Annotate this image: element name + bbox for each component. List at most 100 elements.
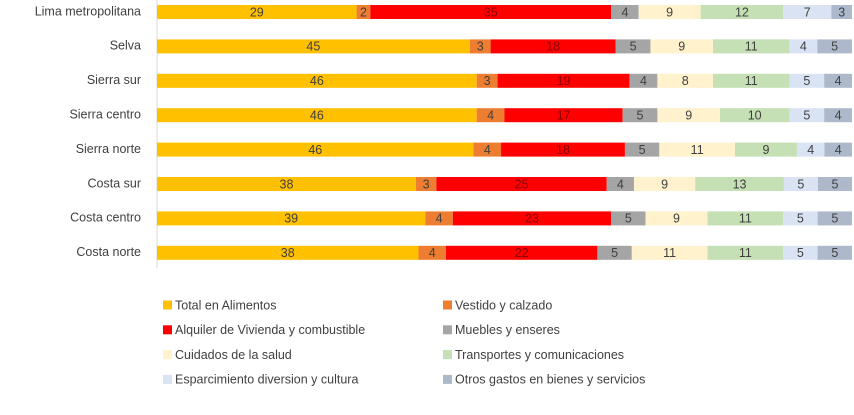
data-label: 18 — [546, 40, 560, 54]
data-label: 5 — [803, 108, 810, 122]
data-label: 5 — [630, 40, 637, 54]
bar-segment — [695, 177, 784, 191]
data-label: 5 — [797, 246, 804, 260]
bar-segment — [783, 177, 818, 191]
y-tick-label: Sierra sur — [87, 73, 141, 87]
data-label: 45 — [306, 40, 320, 54]
bar-segment — [657, 73, 713, 88]
data-label: 4 — [807, 143, 814, 157]
bar-segment — [370, 5, 612, 19]
data-label: 4 — [429, 246, 436, 260]
bar-segment — [783, 245, 818, 260]
data-label: 5 — [831, 40, 838, 54]
data-label: 2 — [360, 5, 367, 19]
data-label: 4 — [436, 212, 443, 226]
bar-segment — [597, 245, 632, 260]
data-label: 10 — [748, 108, 762, 122]
bar-segment — [633, 177, 696, 191]
legend-swatch — [163, 325, 172, 335]
data-label: 46 — [310, 108, 324, 122]
bar-segment — [157, 39, 470, 54]
bar-segment — [157, 211, 426, 226]
bar-segment — [157, 245, 419, 260]
data-label: 5 — [637, 108, 644, 122]
bar-segment — [824, 73, 852, 88]
bar-segment — [713, 73, 790, 88]
bar-segment — [638, 5, 701, 19]
y-tick-label: Selva — [110, 39, 141, 53]
bar-segment — [452, 211, 612, 226]
bar-segment — [157, 177, 416, 191]
data-label: 9 — [673, 212, 680, 226]
bar-segment — [490, 39, 616, 54]
bar-segment — [473, 142, 502, 157]
bar-segment — [629, 73, 658, 88]
legend-swatch — [163, 374, 172, 384]
data-label: 39 — [284, 212, 298, 226]
data-label: 11 — [745, 74, 758, 88]
data-label: 5 — [797, 212, 804, 226]
data-label: 9 — [678, 40, 685, 54]
data-label: 4 — [835, 143, 842, 157]
legend-swatch — [163, 300, 172, 310]
bar-segment — [624, 142, 660, 157]
bar-segment — [789, 108, 825, 123]
data-label: 3 — [423, 177, 430, 191]
bar-segment — [446, 245, 598, 260]
bar-segment — [817, 211, 852, 226]
data-label: 7 — [804, 5, 811, 19]
data-label: 4 — [621, 5, 628, 19]
y-tick-label: Costa centro — [70, 211, 141, 225]
data-label: 19 — [557, 74, 571, 88]
bar-segment — [157, 108, 477, 123]
bar-segment — [157, 73, 477, 88]
bar-segment — [831, 5, 852, 19]
legend-swatch — [443, 374, 452, 384]
data-label: 35 — [484, 5, 498, 19]
data-label: 3 — [477, 40, 484, 54]
bar-segment — [707, 211, 784, 226]
bar-segment — [622, 108, 658, 123]
bar-segment — [645, 211, 708, 226]
data-label: 8 — [682, 74, 689, 88]
legend-label: Otros gastos en bienes y servicios — [455, 373, 645, 387]
bar-segment — [157, 142, 474, 157]
data-label: 38 — [280, 177, 294, 191]
bar-segment — [789, 73, 825, 88]
data-label: 38 — [281, 246, 295, 260]
data-label: 3 — [838, 5, 845, 19]
bar-segment — [735, 142, 797, 157]
bar-segment — [824, 108, 852, 123]
bar-segment — [611, 211, 646, 226]
bar-segment — [157, 5, 357, 19]
bar-segment — [356, 5, 371, 19]
bar-segment — [611, 5, 639, 19]
data-label: 11 — [745, 40, 758, 54]
data-label: 4 — [835, 74, 842, 88]
bar-segment — [469, 39, 491, 54]
data-label: 5 — [831, 246, 838, 260]
data-label: 18 — [556, 143, 570, 157]
legend-label: Total en Alimentos — [175, 298, 276, 312]
bar-segment — [789, 39, 818, 54]
bar-segment — [476, 108, 505, 123]
legend-swatch — [163, 350, 172, 360]
data-label: 11 — [739, 212, 752, 226]
bar-segment — [606, 177, 634, 191]
bar-segment — [796, 142, 825, 157]
legend-swatch — [443, 350, 452, 360]
bar-segment — [418, 245, 447, 260]
bar-segment — [700, 5, 784, 19]
data-label: 12 — [735, 5, 749, 19]
data-label: 11 — [691, 143, 704, 157]
bar-segment — [436, 177, 607, 191]
bar-segment — [817, 177, 852, 191]
y-tick-label: Sierra norte — [76, 142, 141, 156]
data-label: 5 — [803, 74, 810, 88]
data-label: 29 — [250, 5, 264, 19]
legend-swatch — [443, 300, 452, 310]
bar-segment — [713, 39, 790, 54]
data-label: 46 — [310, 74, 324, 88]
data-label: 3 — [484, 74, 491, 88]
